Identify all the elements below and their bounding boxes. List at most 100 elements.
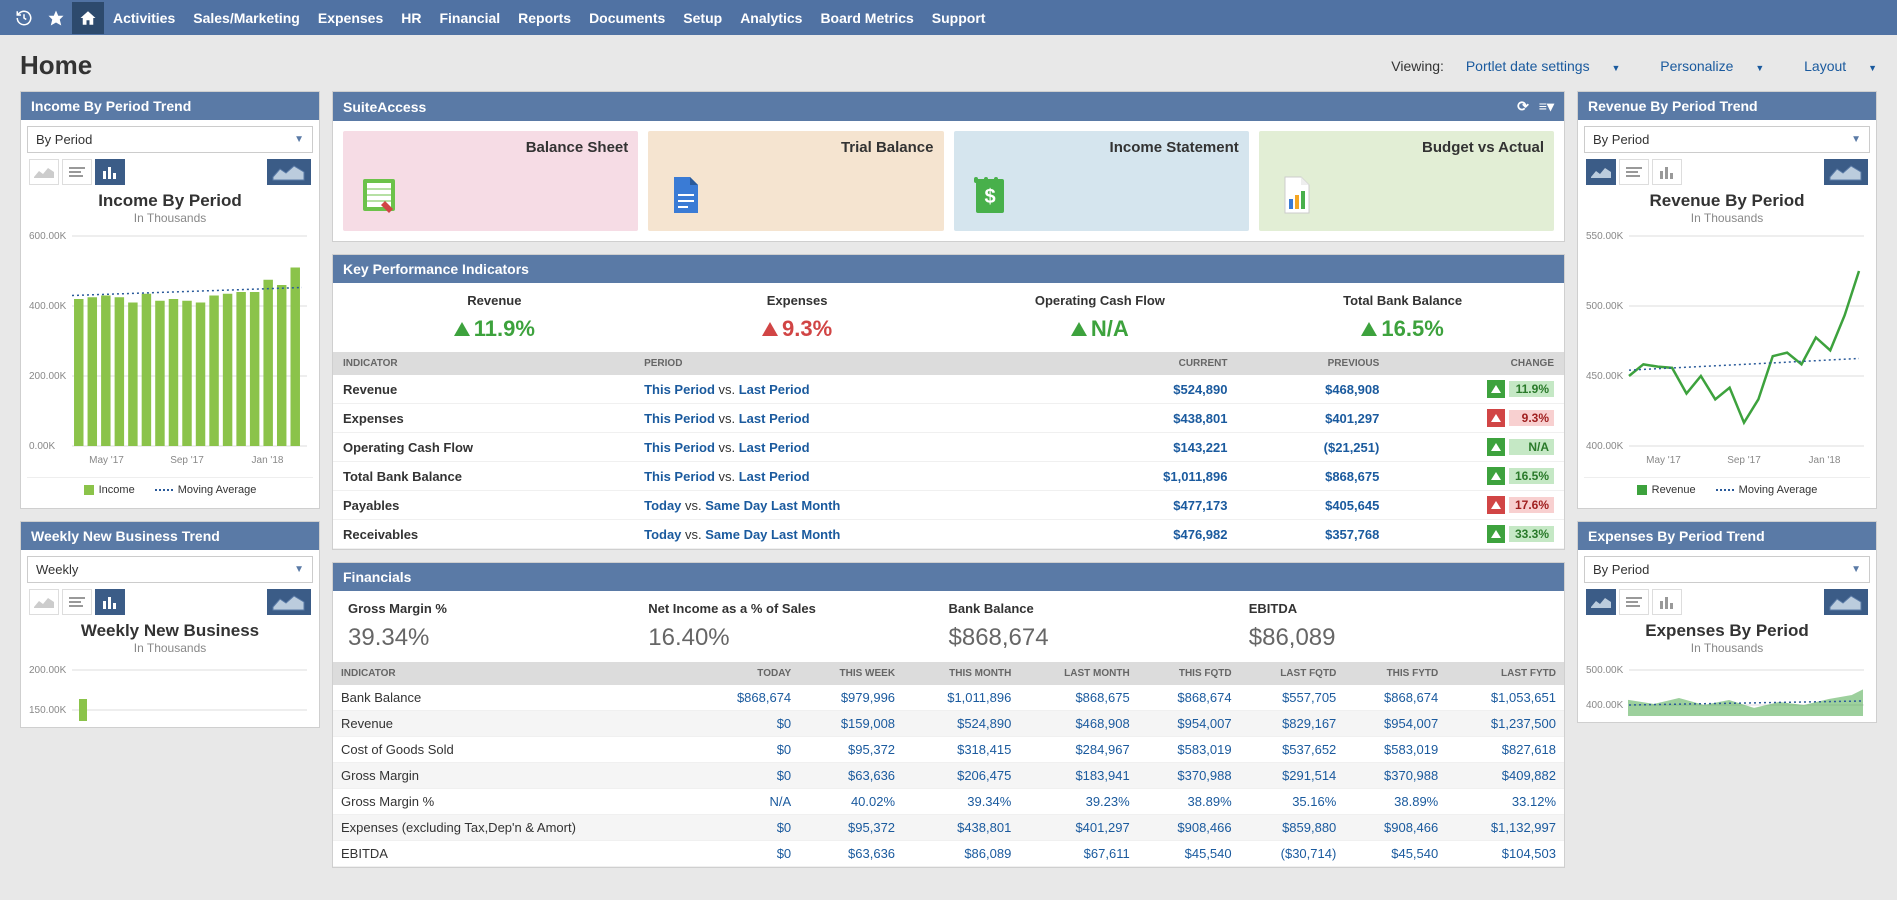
svg-text:May '17: May '17 [89, 455, 124, 466]
chart-type-bar[interactable] [1652, 159, 1682, 185]
weekly-chart-sub: In Thousands [27, 641, 313, 655]
svg-text:150.00K: 150.00K [29, 705, 67, 716]
fin-sum-item: Net Income as a % of Sales16.40% [648, 601, 948, 652]
kpi-row[interactable]: Total Bank BalanceThis Period vs. Last P… [333, 462, 1564, 491]
income-dropdown[interactable]: By Period▼ [27, 126, 313, 153]
fin-row[interactable]: Cost of Goods Sold$0$95,372$318,415$284,… [333, 737, 1564, 763]
menu-hr[interactable]: HR [392, 10, 430, 26]
menu-expenses[interactable]: Expenses [309, 10, 392, 26]
revenue-portlet: Revenue By Period Trend By Period▼ Re [1577, 91, 1877, 509]
chart-type-area[interactable] [29, 159, 59, 185]
kpi-sum-total-bank-balance: Total Bank Balance16.5% [1251, 293, 1554, 342]
star-icon[interactable] [40, 2, 72, 34]
chart-preview[interactable] [267, 589, 311, 615]
personalize-link[interactable]: Personalize ▼ [1642, 58, 1764, 74]
weekly-dropdown[interactable]: Weekly▼ [27, 556, 313, 583]
chart-type-area[interactable] [1586, 589, 1616, 615]
viewing-link[interactable]: Viewing: Portlet date settings ▼ [1373, 58, 1620, 74]
fin-sum-item: Gross Margin %39.34% [348, 601, 648, 652]
chart-type-bar[interactable] [1652, 589, 1682, 615]
tile-budget-vs-actual[interactable]: Budget vs Actual [1259, 131, 1554, 231]
weekly-chart-title: Weekly New Business [27, 621, 313, 641]
revenue-header: Revenue By Period Trend [1588, 98, 1758, 114]
chart-type-list[interactable] [62, 589, 92, 615]
history-icon[interactable] [8, 2, 40, 34]
svg-text:200.00K: 200.00K [29, 665, 67, 676]
svg-text:0.00K: 0.00K [29, 441, 55, 452]
svg-text:550.00K: 550.00K [1586, 231, 1624, 242]
fin-row[interactable]: Gross Margin$0$63,636$206,475$183,941$37… [333, 763, 1564, 789]
weekly-chart: 200.00K 150.00K [27, 661, 313, 721]
expenses-dropdown[interactable]: By Period▼ [1584, 556, 1870, 583]
fin-row[interactable]: Revenue$0$159,008$524,890$468,908$954,00… [333, 711, 1564, 737]
svg-text:Sep '17: Sep '17 [170, 455, 204, 466]
menu-analytics[interactable]: Analytics [731, 10, 811, 26]
svg-text:400.00K: 400.00K [1586, 441, 1624, 452]
kpi-row[interactable]: ReceivablesToday vs. Same Day Last Month… [333, 520, 1564, 549]
fin-table: INDICATORTODAYTHIS WEEKTHIS MONTHLAST MO… [333, 662, 1564, 867]
menu-sales-marketing[interactable]: Sales/Marketing [184, 10, 309, 26]
home-icon[interactable] [72, 2, 104, 34]
weekly-header: Weekly New Business Trend [31, 528, 220, 544]
suite-header: SuiteAccess [343, 99, 426, 115]
income-portlet: Income By Period Trend By Period▼ Inc [20, 91, 320, 509]
chart-preview[interactable] [267, 159, 311, 185]
weekly-portlet: Weekly New Business Trend Weekly▼ Wee [20, 521, 320, 728]
svg-text:400.00K: 400.00K [1586, 700, 1624, 711]
fin-portlet: Financials Gross Margin %39.34%Net Incom… [332, 562, 1565, 868]
svg-text:600.00K: 600.00K [29, 231, 67, 242]
income-header: Income By Period Trend [31, 98, 191, 114]
refresh-icon[interactable]: ⟳ [1517, 98, 1529, 114]
menu-activities[interactable]: Activities [104, 10, 184, 26]
suite-portlet: SuiteAccess ⟳ ≡▾ Balance SheetTrial Balan… [332, 91, 1565, 242]
chart-type-area[interactable] [1586, 159, 1616, 185]
chart-type-list[interactable] [62, 159, 92, 185]
kpi-row[interactable]: ExpensesThis Period vs. Last Period$438,… [333, 404, 1564, 433]
fin-row[interactable]: Bank Balance$868,674$979,996$1,011,896$8… [333, 685, 1564, 711]
menu-support[interactable]: Support [923, 10, 995, 26]
fin-row[interactable]: EBITDA$0$63,636$86,089$67,611$45,540($30… [333, 841, 1564, 867]
income-legend: IncomeMoving Average [27, 477, 313, 502]
expenses-portlet: Expenses By Period Trend By Period▼ E [1577, 521, 1877, 723]
revenue-chart: 550.00K500.00K450.00K400.00KMay '17Sep '… [1584, 231, 1870, 471]
fin-row[interactable]: Expenses (excluding Tax,Dep'n & Amort)$0… [333, 815, 1564, 841]
menu-setup[interactable]: Setup [674, 10, 731, 26]
fin-row[interactable]: Gross Margin %N/A40.02%39.34%39.23%38.89… [333, 789, 1564, 815]
kpi-row[interactable]: Operating Cash FlowThis Period vs. Last … [333, 433, 1564, 462]
chart-type-area[interactable] [29, 589, 59, 615]
layout-link[interactable]: Layout ▼ [1786, 58, 1877, 74]
topbar-menu: ActivitiesSales/MarketingExpensesHRFinan… [104, 10, 994, 26]
fin-header: Financials [343, 569, 411, 585]
page-title: Home [20, 50, 92, 81]
kpi-row[interactable]: PayablesToday vs. Same Day Last Month$47… [333, 491, 1564, 520]
kpi-table: INDICATORPERIODCURRENTPREVIOUSCHANGE Rev… [333, 352, 1564, 549]
income-chart-title: Income By Period [27, 191, 313, 211]
suite-tiles: Balance SheetTrial BalanceIncome Stateme… [333, 121, 1564, 241]
svg-text:200.00K: 200.00K [29, 371, 67, 382]
svg-text:May '17: May '17 [1646, 455, 1681, 466]
chart-type-list[interactable] [1619, 159, 1649, 185]
revenue-legend: RevenueMoving Average [1584, 477, 1870, 502]
chart-type-list[interactable] [1619, 589, 1649, 615]
chart-type-bar[interactable] [95, 159, 125, 185]
tile-trial-balance[interactable]: Trial Balance [648, 131, 943, 231]
menu-reports[interactable]: Reports [509, 10, 580, 26]
menu-icon[interactable]: ≡▾ [1539, 98, 1554, 114]
kpi-row[interactable]: RevenueThis Period vs. Last Period$524,8… [333, 375, 1564, 404]
svg-text:450.00K: 450.00K [1586, 371, 1624, 382]
menu-financial[interactable]: Financial [430, 10, 509, 26]
chart-preview[interactable] [1824, 589, 1868, 615]
expenses-chart-title: Expenses By Period [1584, 621, 1870, 641]
page-actions: Viewing: Portlet date settings ▼ Persona… [1355, 58, 1877, 74]
tile-income-statement[interactable]: Income Statement$ [954, 131, 1249, 231]
chart-preview[interactable] [1824, 159, 1868, 185]
svg-text:Sep '17: Sep '17 [1727, 455, 1761, 466]
menu-documents[interactable]: Documents [580, 10, 674, 26]
revenue-dropdown[interactable]: By Period▼ [1584, 126, 1870, 153]
menu-board-metrics[interactable]: Board Metrics [811, 10, 922, 26]
tile-balance-sheet[interactable]: Balance Sheet [343, 131, 638, 231]
svg-text:Jan '18: Jan '18 [252, 455, 284, 466]
topbar: ActivitiesSales/MarketingExpensesHRFinan… [0, 0, 1897, 35]
revenue-chart-title: Revenue By Period [1584, 191, 1870, 211]
chart-type-bar[interactable] [95, 589, 125, 615]
